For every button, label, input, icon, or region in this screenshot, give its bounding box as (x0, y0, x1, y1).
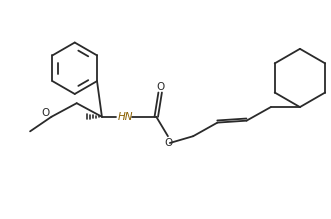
Text: O: O (41, 108, 50, 118)
Text: HN: HN (118, 112, 133, 122)
Text: O: O (156, 82, 164, 92)
Text: O: O (165, 138, 173, 148)
